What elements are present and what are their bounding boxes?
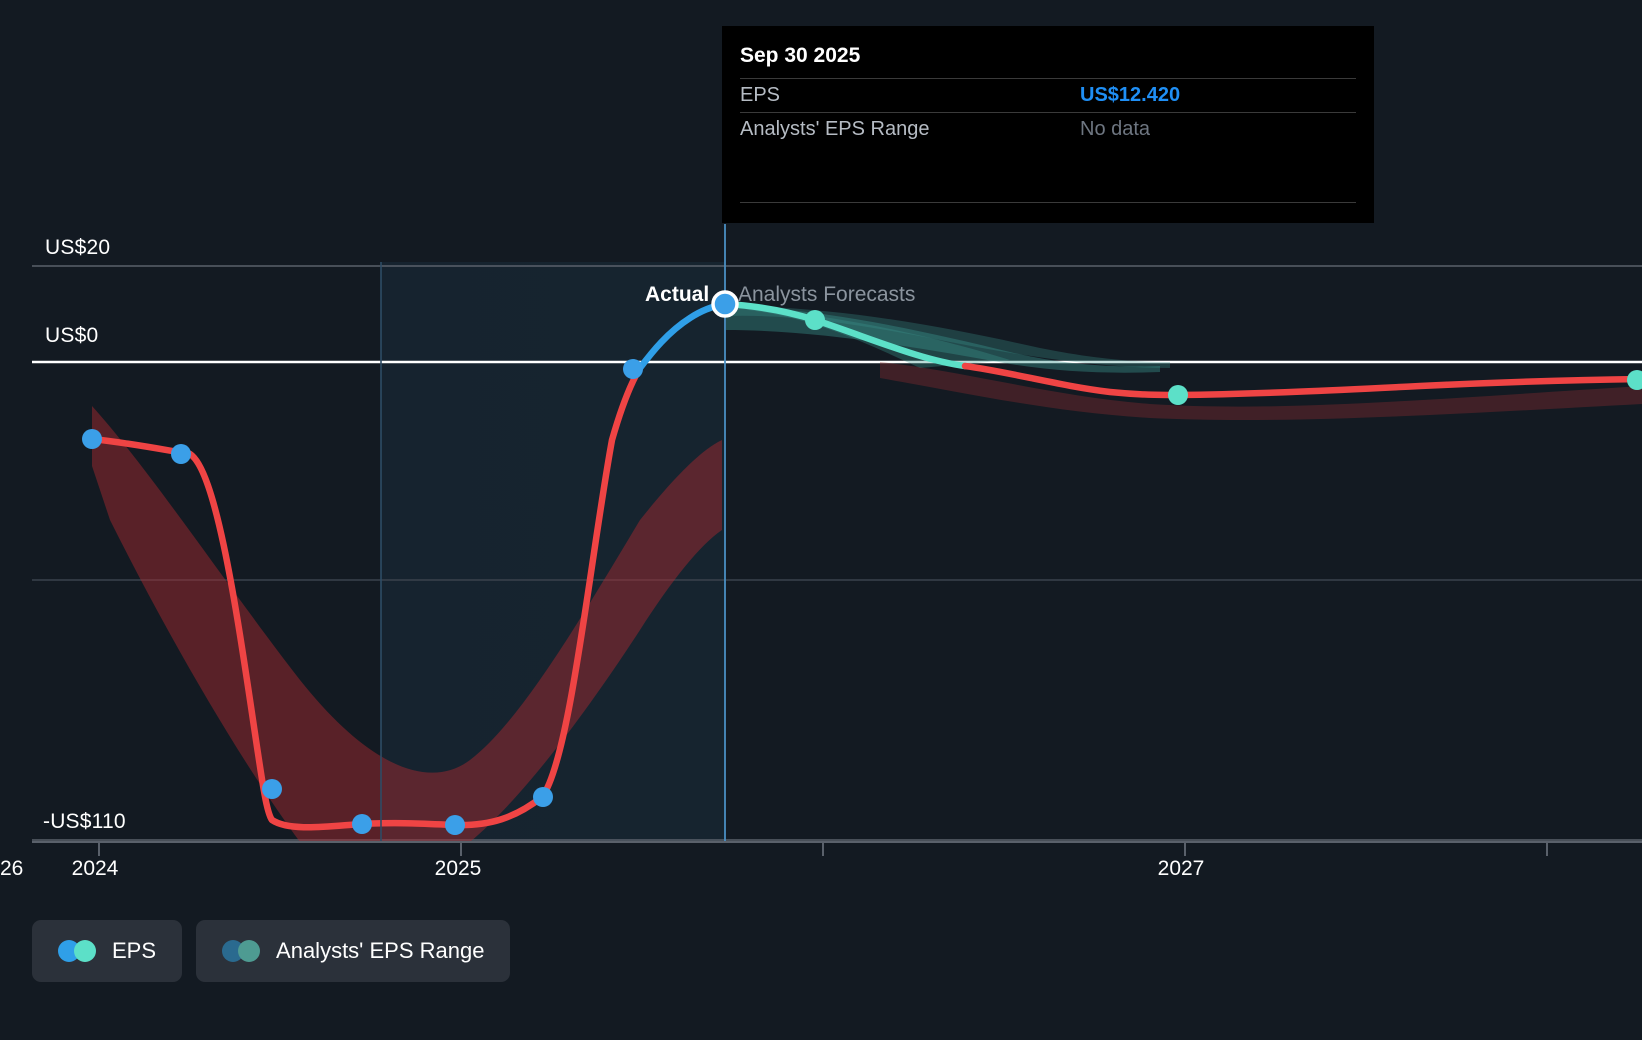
- legend-item-eps[interactable]: EPS: [32, 920, 183, 982]
- tooltip-row-value: No data: [1080, 118, 1151, 140]
- x-axis-label-2024: 2024: [71, 857, 119, 880]
- chart-svg: [32, 224, 1642, 856]
- tooltip-row-value: US$12.420: [1080, 84, 1181, 106]
- x-axis-label-2025: 2025: [434, 857, 482, 880]
- data-point-actual[interactable]: [171, 444, 191, 464]
- tooltip-row-analysts-range: Analysts' EPS Range No data: [740, 112, 1356, 146]
- data-point-forecast[interactable]: [1168, 385, 1188, 405]
- chart-plot-area[interactable]: [0, 0, 1642, 890]
- annotation-forecast: Analysts Forecasts: [738, 283, 916, 306]
- tooltip-row-eps: EPS US$12.420: [740, 78, 1356, 112]
- data-point-forecast[interactable]: [805, 310, 825, 330]
- legend-swatch-icon: [222, 940, 262, 962]
- tooltip-footer-rule: [740, 202, 1356, 203]
- selection-highlight-band: [381, 262, 725, 842]
- data-point-actual[interactable]: [352, 814, 372, 834]
- analysts-range-band-forecast: [726, 306, 1160, 373]
- y-axis-label-top: US$20: [45, 236, 111, 259]
- legend-item-label: EPS: [112, 938, 157, 963]
- data-point-actual[interactable]: [445, 815, 465, 835]
- data-point-actual[interactable]: [533, 787, 553, 807]
- data-point-actual[interactable]: [262, 779, 282, 799]
- eps-forecast-line-negative: [961, 362, 1642, 399]
- legend-item-analysts-eps-range[interactable]: Analysts' EPS Range: [196, 920, 511, 982]
- data-point-actual[interactable]: [623, 359, 643, 379]
- tooltip-row-label: Analysts' EPS Range: [740, 118, 930, 140]
- legend-swatch-icon: [58, 940, 98, 962]
- chart-legend: EPS Analysts' EPS Range: [32, 920, 511, 982]
- x-axis-label-2026: 2026: [0, 857, 24, 880]
- data-point-forecast[interactable]: [1627, 370, 1642, 390]
- analysts-range-band-forecast-upper: [726, 306, 1170, 368]
- legend-item-label: Analysts' EPS Range: [276, 938, 485, 963]
- analysts-range-band-forecast-negative: [880, 362, 1642, 421]
- tooltip-row-label: EPS: [740, 84, 781, 106]
- annotation-actual: Actual: [645, 283, 710, 306]
- tooltip-spacer: [740, 146, 1356, 202]
- y-axis-label-zero: US$0: [45, 324, 99, 347]
- tooltip-date: Sep 30 2025: [740, 44, 861, 67]
- chart-tooltip: Sep 30 2025 EPS US$12.420 Analysts' EPS …: [722, 26, 1374, 223]
- data-point-highlighted[interactable]: [711, 290, 739, 318]
- data-point-actual[interactable]: [82, 429, 102, 449]
- x-axis-label-2027: 2027: [1157, 857, 1205, 880]
- y-axis-label-bottom: -US$110: [43, 810, 126, 833]
